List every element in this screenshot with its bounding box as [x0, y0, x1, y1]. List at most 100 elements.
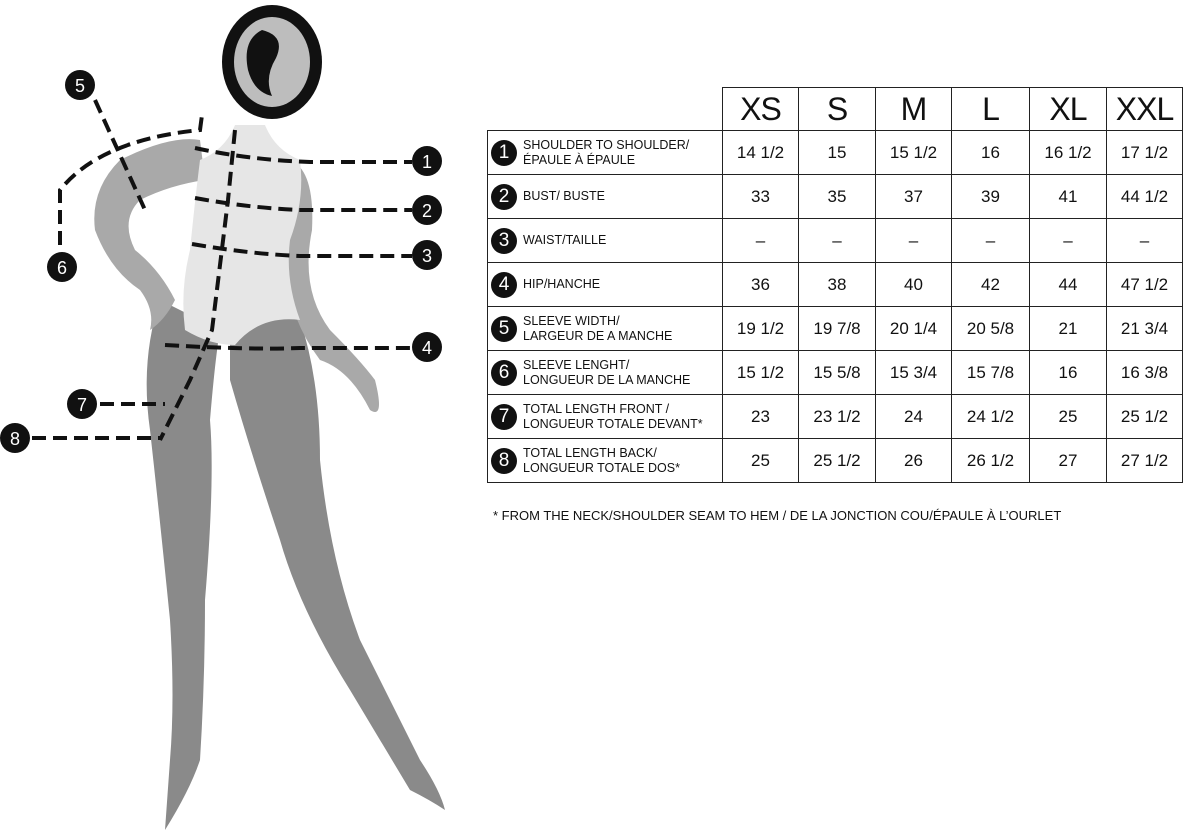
size-value-cell: 15 3/4 [875, 350, 952, 395]
size-header-xs: XS [722, 87, 799, 131]
size-header-xxl: XXL [1106, 87, 1183, 131]
svg-text:6: 6 [57, 258, 67, 278]
marker-3: 3 [412, 240, 442, 270]
measurement-label: WAIST/TAILLE [523, 233, 607, 247]
size-value-cell: 16 3/8 [1106, 350, 1183, 395]
size-value-cell: 37 [875, 174, 952, 219]
measurement-number-badge: 1 [491, 139, 517, 166]
size-value-cell: 19 7/8 [798, 306, 876, 351]
size-value-cell: 25 [722, 438, 799, 483]
size-value-cell: 19 1/2 [722, 306, 799, 351]
measurement-number-badge: 8 [491, 447, 517, 474]
size-value-cell: 36 [722, 262, 799, 307]
table-row: 7 TOTAL LENGTH FRONT / LONGUEUR TOTALE DE… [487, 394, 1183, 439]
svg-text:4: 4 [422, 338, 432, 358]
size-value-cell: – [951, 218, 1030, 263]
marker-1: 1 [412, 146, 442, 176]
right-arm [285, 160, 379, 412]
size-value-cell: – [1106, 218, 1183, 263]
svg-text:5: 5 [75, 76, 85, 96]
measurement-lines [32, 99, 412, 441]
marker-7: 7 [67, 389, 97, 419]
size-chart-table: XS S M L XL XXL 1 SHOULDER TO SHOULDER/ ÉPAULE… [487, 87, 1183, 483]
size-value-cell: 20 1/4 [875, 306, 952, 351]
measurement-label: TOTAL LENGTH FRONT / LONGUEUR TOTALE DEV… [523, 401, 703, 431]
table-row: 8 TOTAL LENGTH BACK/ LONGUEUR TOTALE DOS*… [487, 438, 1183, 483]
size-value-cell: 14 1/2 [722, 130, 799, 175]
table-row: 1 SHOULDER TO SHOULDER/ ÉPAULE À ÉPAULE 14… [487, 130, 1183, 175]
size-header-l: L [951, 87, 1030, 131]
measurement-number-badge: 3 [491, 227, 517, 254]
measurement-label: SLEEVE WIDTH/ LARGEUR DE A MANCHE [523, 313, 673, 343]
size-value-cell: 26 1/2 [951, 438, 1030, 483]
size-value-cell: 25 1/2 [798, 438, 876, 483]
size-value-cell: 27 [1029, 438, 1107, 483]
table-row: 5 SLEEVE WIDTH/ LARGEUR DE A MANCHE 19 1/2… [487, 306, 1183, 351]
marker-8: 8 [0, 423, 30, 453]
head-logo [222, 5, 322, 119]
size-value-cell: 26 [875, 438, 952, 483]
marker-4: 4 [412, 332, 442, 362]
svg-text:7: 7 [77, 395, 87, 415]
measurement-label-cell: 4 HIP/HANCHE [487, 262, 723, 307]
measurement-number-badge: 2 [491, 183, 517, 210]
measurement-label-cell: 1 SHOULDER TO SHOULDER/ ÉPAULE À ÉPAULE [487, 130, 723, 175]
measurement-label: SLEEVE LENGHT/ LONGUEUR DE LA MANCHE [523, 357, 691, 387]
measurement-label: SHOULDER TO SHOULDER/ ÉPAULE À ÉPAULE [523, 137, 690, 167]
back-leg [146, 300, 220, 830]
body-measurement-figure: 1 2 3 4 5 6 7 8 [0, 5, 445, 830]
size-value-cell: 39 [951, 174, 1030, 219]
size-value-cell: 24 1/2 [951, 394, 1030, 439]
svg-text:2: 2 [422, 201, 432, 221]
size-value-cell: – [722, 218, 799, 263]
size-value-cell: – [798, 218, 876, 263]
size-value-cell: 41 [1029, 174, 1107, 219]
size-value-cell: 25 1/2 [1106, 394, 1183, 439]
measurement-number-badge: 5 [491, 315, 517, 342]
left-arm [94, 139, 205, 330]
svg-text:1: 1 [422, 152, 432, 172]
size-value-cell: 27 1/2 [1106, 438, 1183, 483]
table-row: 3 WAIST/TAILLE – – – – – – [487, 218, 1183, 263]
measurement-label-cell: 3 WAIST/TAILLE [487, 218, 723, 263]
size-value-cell: 33 [722, 174, 799, 219]
marker-5: 5 [65, 70, 95, 100]
table-row: 6 SLEEVE LENGHT/ LONGUEUR DE LA MANCHE 15 … [487, 350, 1183, 395]
size-value-cell: 15 7/8 [951, 350, 1030, 395]
measurement-number-badge: 6 [491, 359, 517, 386]
size-value-cell: 15 1/2 [722, 350, 799, 395]
size-value-cell: 16 1/2 [1029, 130, 1107, 175]
size-header-m: M [875, 87, 952, 131]
size-value-cell: 44 1/2 [1106, 174, 1183, 219]
front-leg [230, 312, 445, 810]
size-value-cell: 38 [798, 262, 876, 307]
size-value-cell: 15 5/8 [798, 350, 876, 395]
size-value-cell: – [1029, 218, 1107, 263]
size-value-cell: 42 [951, 262, 1030, 307]
size-value-cell: 25 [1029, 394, 1107, 439]
size-header-s: S [798, 87, 876, 131]
table-row: 2 BUST/ BUSTE 33 35 37 39 41 44 1/2 [487, 174, 1183, 219]
size-value-cell: 35 [798, 174, 876, 219]
size-value-cell: 21 3/4 [1106, 306, 1183, 351]
measurement-number-badge: 4 [491, 271, 517, 298]
svg-text:3: 3 [422, 246, 432, 266]
size-header-xl: XL [1029, 87, 1107, 131]
size-value-cell: 15 1/2 [875, 130, 952, 175]
size-value-cell: – [875, 218, 952, 263]
size-value-cell: 24 [875, 394, 952, 439]
measurement-label-cell: 7 TOTAL LENGTH FRONT / LONGUEUR TOTALE DE… [487, 394, 723, 439]
size-value-cell: 16 [951, 130, 1030, 175]
blank-corner [488, 88, 723, 131]
size-value-cell: 15 [798, 130, 876, 175]
measurement-label: HIP/HANCHE [523, 277, 601, 291]
size-value-cell: 16 [1029, 350, 1107, 395]
measurement-label: TOTAL LENGTH BACK/ LONGUEUR TOTALE DOS* [523, 445, 680, 475]
size-value-cell: 44 [1029, 262, 1107, 307]
footnote: * FROM THE NECK/SHOULDER SEAM TO HEM / D… [493, 508, 1062, 523]
size-value-cell: 23 1/2 [798, 394, 876, 439]
size-value-cell: 21 [1029, 306, 1107, 351]
size-header-row: XS S M L XL XXL [488, 87, 1183, 131]
measurement-label-cell: 6 SLEEVE LENGHT/ LONGUEUR DE LA MANCHE [487, 350, 723, 395]
measurement-label-cell: 5 SLEEVE WIDTH/ LARGEUR DE A MANCHE [487, 306, 723, 351]
